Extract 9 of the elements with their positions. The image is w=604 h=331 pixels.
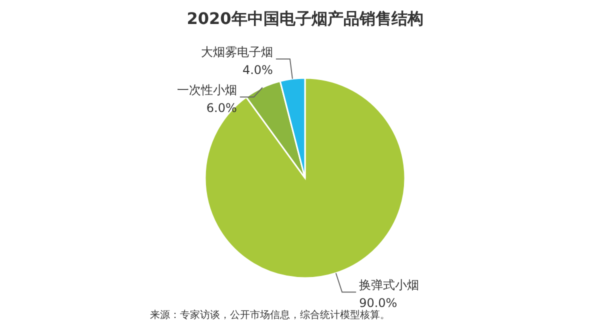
pie-slice (245, 80, 306, 179)
slice-label: 换弹式小烟 (359, 278, 420, 292)
data-label: 4.0% (242, 62, 273, 77)
source-note: 来源：专家访谈，公开市场信息，综合统计模型核算。 (150, 309, 390, 321)
data-label: 90.0% (359, 296, 398, 310)
chart-title: 2020年中国电子烟产品销售结构 (186, 9, 424, 28)
slice-label: 大烟雾电子烟 (200, 44, 273, 59)
slice-label: 一次性小烟 (176, 82, 237, 97)
data-label: 6.0% (206, 100, 237, 115)
